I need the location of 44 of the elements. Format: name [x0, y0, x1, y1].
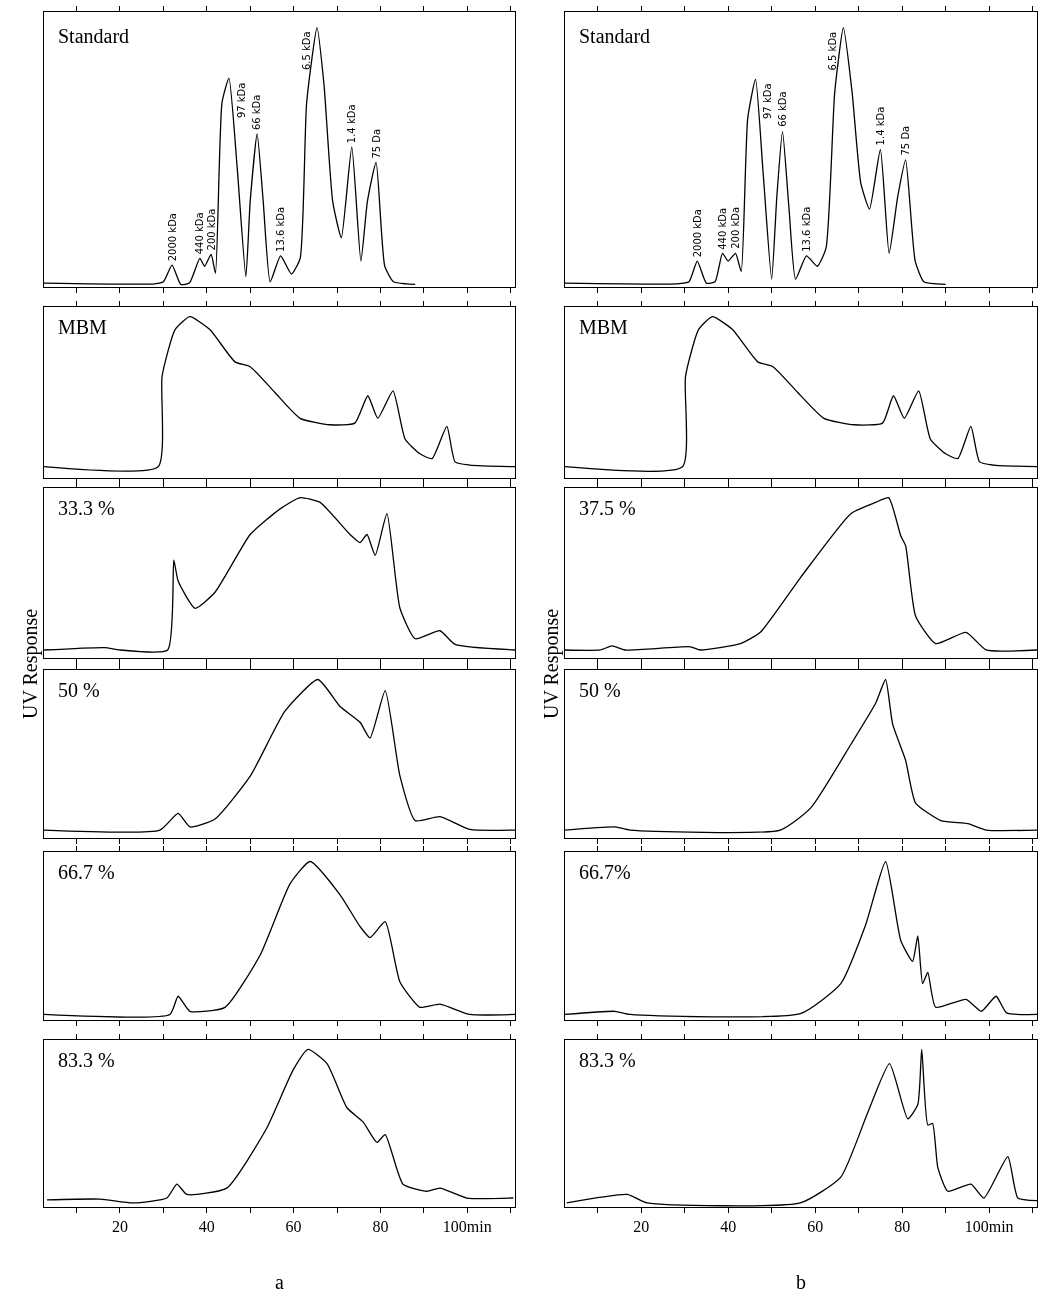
- x-tick-label: 100min: [964, 1218, 1014, 1236]
- text: a: [275, 1271, 284, 1293]
- chart-title: 83.3 %: [58, 1049, 115, 1071]
- annotation: 6.5 kDa: [300, 31, 312, 71]
- x-tick-label: 20: [633, 1218, 650, 1236]
- chart-title: Standard: [579, 25, 651, 47]
- y-axis-title: UV Response: [19, 608, 42, 719]
- annotation: 1.4 kDa: [346, 104, 358, 144]
- annotation: 1.4 kDa: [875, 106, 887, 146]
- x-tick-label: 40: [198, 1218, 215, 1236]
- chart-title: 83.3 %: [579, 1049, 636, 1071]
- annotation: 440 kDa: [194, 212, 206, 255]
- annotation: 2000 kDa: [166, 213, 178, 262]
- chart-title: MBM: [58, 316, 108, 338]
- chart-title: 66.7%: [579, 861, 631, 883]
- chart-title: 66.7 %: [58, 861, 115, 883]
- x-tick-label: 60: [807, 1218, 824, 1236]
- x-tick-label: 60: [285, 1218, 302, 1236]
- x-tick-label: 80: [372, 1218, 389, 1236]
- annotation: 97 kDa: [235, 82, 247, 119]
- annotation: 440 kDa: [717, 207, 729, 250]
- y-axis-title: UV Response: [540, 608, 563, 719]
- x-tick-label: 80: [894, 1218, 911, 1236]
- annotation: 66 kDa: [251, 94, 263, 131]
- chart-title: 50 %: [58, 679, 100, 701]
- x-tick-label: 20: [111, 1218, 128, 1236]
- annotation: 2000 kDa: [692, 209, 704, 258]
- annotation: 66 kDa: [777, 91, 789, 127]
- text: b: [796, 1271, 806, 1293]
- annotation: 75 Da: [370, 128, 382, 159]
- chart-title: 37.5 %: [579, 497, 636, 519]
- x-tick-label: 40: [720, 1218, 737, 1236]
- chart-title: Standard: [58, 25, 130, 47]
- chart-title: 33.3 %: [58, 497, 115, 519]
- x-tick-label: 100min: [442, 1218, 492, 1236]
- chart-title: 50 %: [579, 679, 621, 701]
- annotation: 13.6 kDa: [275, 206, 287, 252]
- chart-title: MBM: [579, 316, 629, 338]
- annotation: 6.5 kDa: [827, 31, 839, 71]
- annotation: 200 kDa: [730, 206, 742, 249]
- annotation: 97 kDa: [762, 83, 774, 119]
- annotation: 200 kDa: [205, 208, 217, 251]
- annotation: 75 Da: [899, 125, 911, 156]
- annotation: 13.6 kDa: [801, 206, 813, 252]
